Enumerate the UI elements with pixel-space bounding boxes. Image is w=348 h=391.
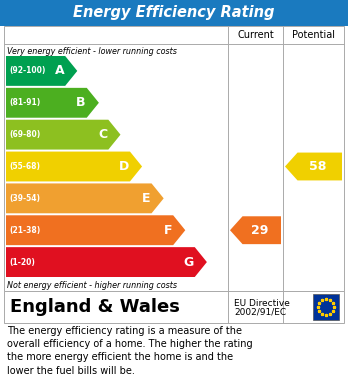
Polygon shape xyxy=(6,152,142,181)
Bar xyxy=(4,291,344,323)
Text: D: D xyxy=(119,160,129,173)
Polygon shape xyxy=(6,56,77,86)
Text: Energy Efficiency Rating: Energy Efficiency Rating xyxy=(73,5,275,20)
Polygon shape xyxy=(6,247,207,277)
Text: G: G xyxy=(183,256,194,269)
Text: EU Directive: EU Directive xyxy=(234,298,290,307)
Polygon shape xyxy=(230,216,281,244)
Text: F: F xyxy=(164,224,172,237)
Bar xyxy=(313,294,339,320)
Text: (39-54): (39-54) xyxy=(9,194,40,203)
Polygon shape xyxy=(6,215,185,245)
Polygon shape xyxy=(285,152,342,180)
Text: The energy efficiency rating is a measure of the
overall efficiency of a home. T: The energy efficiency rating is a measur… xyxy=(7,326,253,376)
Text: (69-80): (69-80) xyxy=(9,130,40,139)
Polygon shape xyxy=(6,88,99,118)
Bar xyxy=(4,26,344,291)
Text: 29: 29 xyxy=(251,224,268,237)
Text: Potential: Potential xyxy=(292,30,335,40)
Text: (92-100): (92-100) xyxy=(9,66,45,75)
Text: E: E xyxy=(142,192,151,205)
Polygon shape xyxy=(6,183,164,213)
Text: (1-20): (1-20) xyxy=(9,258,35,267)
Text: 2002/91/EC: 2002/91/EC xyxy=(234,307,286,316)
Text: (55-68): (55-68) xyxy=(9,162,40,171)
Text: Current: Current xyxy=(237,30,274,40)
Bar xyxy=(0,0,348,26)
Text: England & Wales: England & Wales xyxy=(10,298,180,316)
Text: C: C xyxy=(98,128,108,141)
Text: B: B xyxy=(76,96,86,109)
Text: Very energy efficient - lower running costs: Very energy efficient - lower running co… xyxy=(7,47,177,57)
Text: Not energy efficient - higher running costs: Not energy efficient - higher running co… xyxy=(7,280,177,289)
Text: (21-38): (21-38) xyxy=(9,226,40,235)
Text: (81-91): (81-91) xyxy=(9,98,40,107)
Polygon shape xyxy=(6,120,120,150)
Text: A: A xyxy=(55,65,64,77)
Text: 58: 58 xyxy=(309,160,326,173)
